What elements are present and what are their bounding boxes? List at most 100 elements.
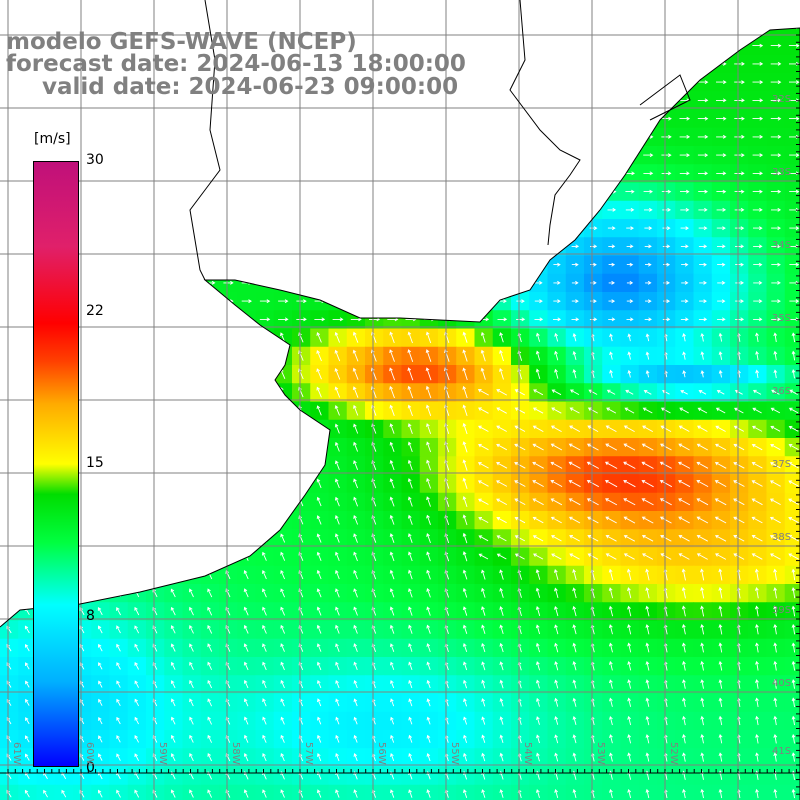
wind-arrow <box>752 207 763 212</box>
wind-arrow <box>170 424 176 434</box>
wind-arrow <box>314 153 326 158</box>
wind-arrow <box>405 116 417 121</box>
wind-arrow <box>188 478 195 488</box>
wind-arrow <box>335 679 340 689</box>
wind-cell <box>164 438 184 457</box>
wind-arrow <box>699 299 707 304</box>
wind-arrow <box>187 8 197 11</box>
wind-arrow <box>773 624 778 635</box>
wind-arrow <box>773 734 778 744</box>
wind-arrow <box>770 171 782 176</box>
wind-arrow <box>773 369 778 379</box>
wind-cell <box>310 255 330 275</box>
wind-arrow <box>499 697 504 707</box>
wind-arrow <box>568 498 581 506</box>
wind-arrow <box>369 226 380 231</box>
wind-arrow <box>22 116 34 121</box>
wind-arrow <box>460 299 471 304</box>
wind-cell <box>109 328 129 348</box>
wind-cell <box>675 0 694 19</box>
wind-arrow <box>389 496 395 507</box>
wind-arrow <box>770 43 782 48</box>
wind-cell <box>91 219 111 238</box>
wind-cell <box>565 219 585 238</box>
wind-arrow <box>788 480 799 487</box>
wind-cell <box>255 273 275 293</box>
wind-arrow <box>335 734 340 743</box>
wind-arrow <box>460 226 471 231</box>
wind-cell <box>419 273 439 293</box>
wind-arrow <box>773 332 778 343</box>
wind-cell <box>547 54 567 74</box>
wind-arrow <box>79 497 85 507</box>
wind-arrow <box>407 423 413 434</box>
wind-arrow <box>207 661 213 670</box>
wind-cell <box>273 255 293 275</box>
wind-cell <box>784 492 800 512</box>
wind-arrow <box>334 533 340 543</box>
wind-arrow <box>205 262 216 267</box>
wind-cell <box>529 127 549 147</box>
wind-arrow <box>496 407 507 414</box>
wind-arrow <box>791 568 796 581</box>
wind-arrow <box>207 442 213 452</box>
wind-arrow <box>791 752 796 762</box>
wind-cell <box>784 711 800 731</box>
wind-arrow <box>296 317 307 322</box>
wind-arrow <box>697 61 709 66</box>
wind-arrow <box>4 226 15 231</box>
wind-arrow <box>188 350 195 361</box>
wind-arrow <box>660 425 672 432</box>
wind-arrow <box>497 116 508 121</box>
wind-arrow <box>534 207 544 212</box>
wind-cell <box>620 784 640 800</box>
wind-arrow <box>442 8 452 11</box>
wind-arrow <box>387 280 398 285</box>
wind-arrow <box>515 171 526 176</box>
wind-cell <box>401 255 421 275</box>
wind-cell <box>164 182 184 202</box>
wind-cell <box>73 0 92 19</box>
wind-arrow <box>460 207 471 212</box>
wind-cell <box>200 419 220 439</box>
wind-arrow <box>643 8 653 11</box>
wind-arrow <box>550 498 563 506</box>
wind-arrow <box>407 441 413 453</box>
wind-cell <box>565 784 585 800</box>
wind-arrow <box>316 551 322 561</box>
wind-arrow <box>536 716 540 725</box>
wind-arrow <box>682 679 686 689</box>
wind-arrow <box>79 442 85 452</box>
wind-arrow <box>134 515 140 525</box>
wind-arrow <box>389 385 395 399</box>
wind-cell <box>730 0 749 19</box>
wind-arrow <box>661 189 672 194</box>
wind-arrow <box>679 61 691 66</box>
wind-arrow <box>607 226 616 231</box>
wind-cell <box>438 109 457 129</box>
wind-arrow <box>243 368 249 379</box>
wind-arrow <box>571 262 579 267</box>
wind-cell <box>146 474 165 494</box>
wind-arrow <box>22 189 34 194</box>
wind-arrow <box>643 134 654 139</box>
wind-arrow <box>205 317 216 322</box>
wind-arrow <box>497 189 508 194</box>
wind-cell <box>219 292 238 311</box>
wind-arrow <box>387 226 398 231</box>
wind-arrow <box>478 98 490 103</box>
wind-arrow <box>481 569 486 580</box>
wind-arrow <box>625 189 635 194</box>
wind-cell <box>419 255 439 275</box>
wind-cell <box>273 273 293 293</box>
wind-arrow <box>97 552 103 561</box>
wind-arrow <box>95 226 106 231</box>
wind-arrow <box>97 588 103 598</box>
wind-arrow <box>134 716 139 725</box>
wind-cell <box>529 146 549 165</box>
wind-cell <box>547 237 567 257</box>
wind-arrow <box>152 350 158 361</box>
wind-cell <box>492 127 512 147</box>
wind-arrow <box>334 441 340 452</box>
wind-cell <box>675 28 695 38</box>
